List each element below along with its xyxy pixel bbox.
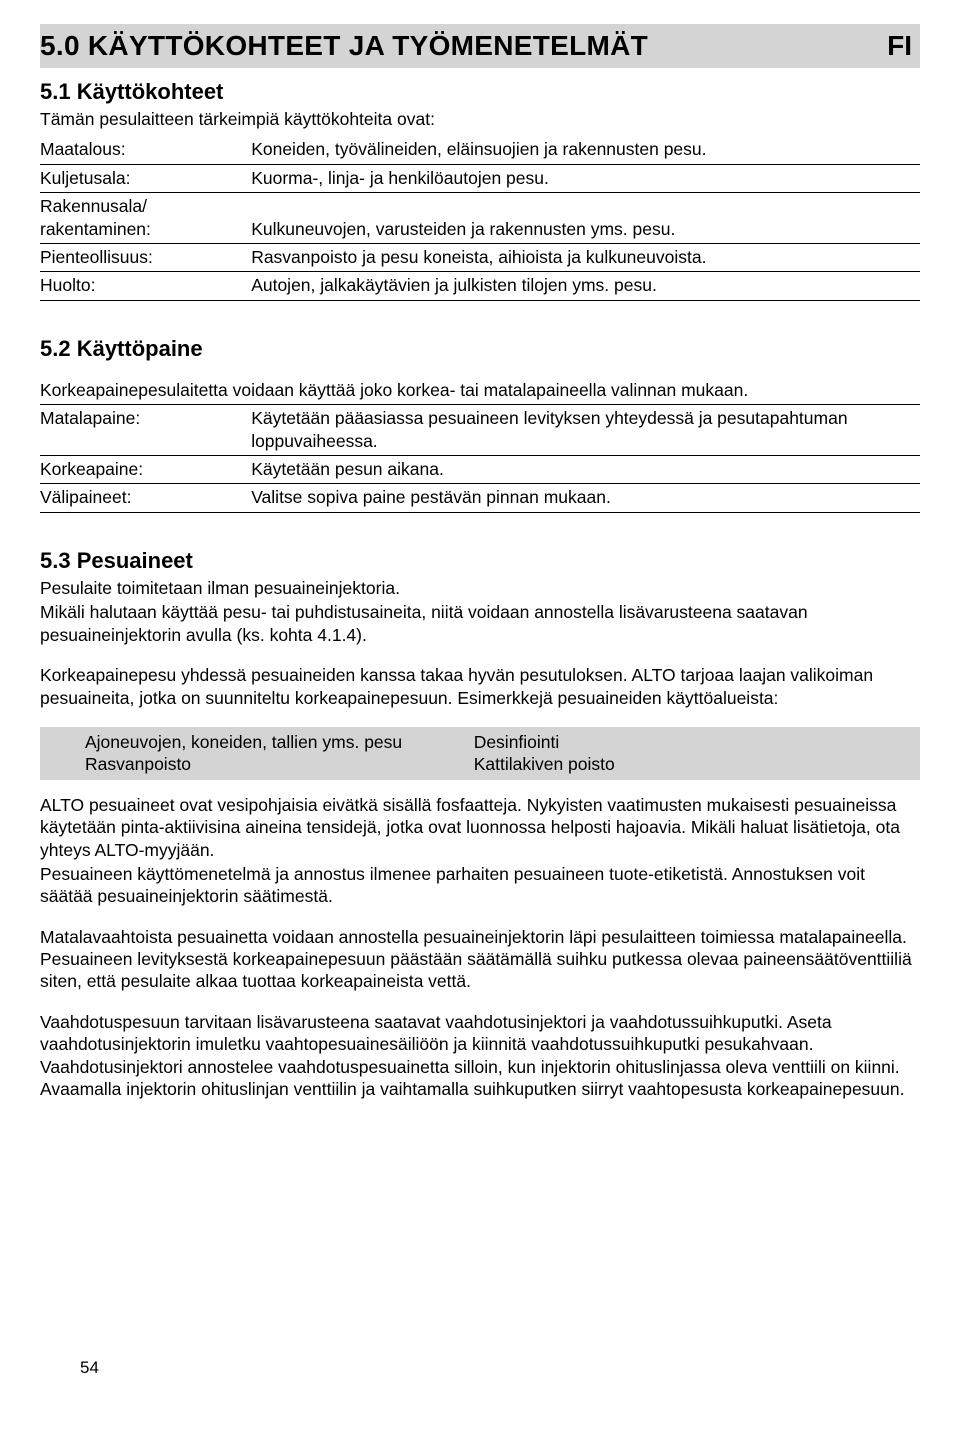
example-item: Kattilakiven poisto (474, 753, 912, 775)
term: Korkeapaine: (40, 456, 251, 484)
definition: Autojen, jalkakäytävien ja julkisten til… (251, 272, 920, 300)
heading-5-2: 5.2 Käyttöpaine (40, 335, 920, 363)
p-5-3-7: Vaahdotuspesuun tarvitaan lisävarusteena… (40, 1011, 920, 1101)
example-item: Desinfiointi (474, 731, 912, 753)
table-row: Korkeapainepesulaitetta voidaan käyttää … (40, 377, 920, 405)
p-5-3-6: Matalavaahtoista pesuainetta voidaan ann… (40, 926, 920, 993)
term: Rakennusala/ rakentaminen: (40, 193, 251, 244)
table-row: Pienteollisuus: Rasvanpoisto ja pesu kon… (40, 243, 920, 271)
language-code: FI (887, 28, 912, 64)
definition: Koneiden, työvälineiden, eläinsuojien ja… (251, 136, 920, 164)
p-5-3-3: Korkeapainepesu yhdessä pesuaineiden kan… (40, 664, 920, 709)
definition: Valitse sopiva paine pestävän pinnan muk… (251, 484, 920, 512)
table-5-1: Maatalous: Koneiden, työvälineiden, eläi… (40, 136, 920, 300)
p-5-3-5: Pesuaineen käyttömenetelmä ja annostus i… (40, 863, 920, 908)
definition: Kulkuneuvojen, varusteiden ja rakennuste… (251, 193, 920, 244)
intro-5-2: Korkeapainepesulaitetta voidaan käyttää … (40, 380, 748, 400)
p-5-3-4: ALTO pesuaineet ovat vesipohjaisia eivät… (40, 794, 920, 861)
table-row: Matalapaine: Käytetään pääasiassa pesuai… (40, 405, 920, 456)
term: Matalapaine: (40, 405, 251, 456)
table-row: Huolto: Autojen, jalkakäytävien ja julki… (40, 272, 920, 300)
term: Huolto: (40, 272, 251, 300)
definition: Kuorma-, linja- ja henkilöautojen pesu. (251, 164, 920, 192)
example-item: Rasvanpoisto (85, 753, 474, 775)
example-item: Ajoneuvojen, koneiden, tallien yms. pesu (85, 731, 474, 753)
p-5-3-1: Pesulaite toimitetaan ilman pesuaineinje… (40, 577, 920, 599)
term: Kuljetusala: (40, 164, 251, 192)
heading-5-1: 5.1 Käyttökohteet (40, 78, 920, 106)
definition: Rasvanpoisto ja pesu koneista, aihioista… (251, 243, 920, 271)
heading-5-3: 5.3 Pesuaineet (40, 547, 920, 575)
term: Pienteollisuus: (40, 243, 251, 271)
section-5-3: 5.3 Pesuaineet Pesulaite toimitetaan ilm… (40, 547, 920, 1101)
term: Välipaineet: (40, 484, 251, 512)
table-5-2: Korkeapainepesulaitetta voidaan käyttää … (40, 377, 920, 513)
p-5-3-2: Mikäli halutaan käyttää pesu- tai puhdis… (40, 601, 920, 646)
section-5-1: 5.1 Käyttökohteet Tämän pesulaitteen tär… (40, 78, 920, 301)
term: Maatalous: (40, 136, 251, 164)
definition: Käytetään pesun aikana. (251, 456, 920, 484)
table-row: Kuljetusala: Kuorma-, linja- ja henkilöa… (40, 164, 920, 192)
section-5-2: 5.2 Käyttöpaine Korkeapainepesulaitetta … (40, 335, 920, 513)
table-row: Välipaineet: Valitse sopiva paine pestäv… (40, 484, 920, 512)
intro-5-1: Tämän pesulaitteen tärkeimpiä käyttökoht… (40, 108, 920, 130)
page-title: 5.0 KÄYTTÖKOHTEET JA TYÖMENETELMÄT (40, 28, 648, 64)
table-row: Maatalous: Koneiden, työvälineiden, eläi… (40, 136, 920, 164)
definition: Käytetään pääasiassa pesuaineen levityks… (251, 405, 920, 456)
examples-box: Ajoneuvojen, koneiden, tallien yms. pesu… (40, 727, 920, 780)
page-number: 54 (80, 1357, 99, 1379)
table-row: Rakennusala/ rakentaminen: Kulkuneuvojen… (40, 193, 920, 244)
table-row: Korkeapaine: Käytetään pesun aikana. (40, 456, 920, 484)
section-title-bar: 5.0 KÄYTTÖKOHTEET JA TYÖMENETELMÄT FI (40, 24, 920, 68)
